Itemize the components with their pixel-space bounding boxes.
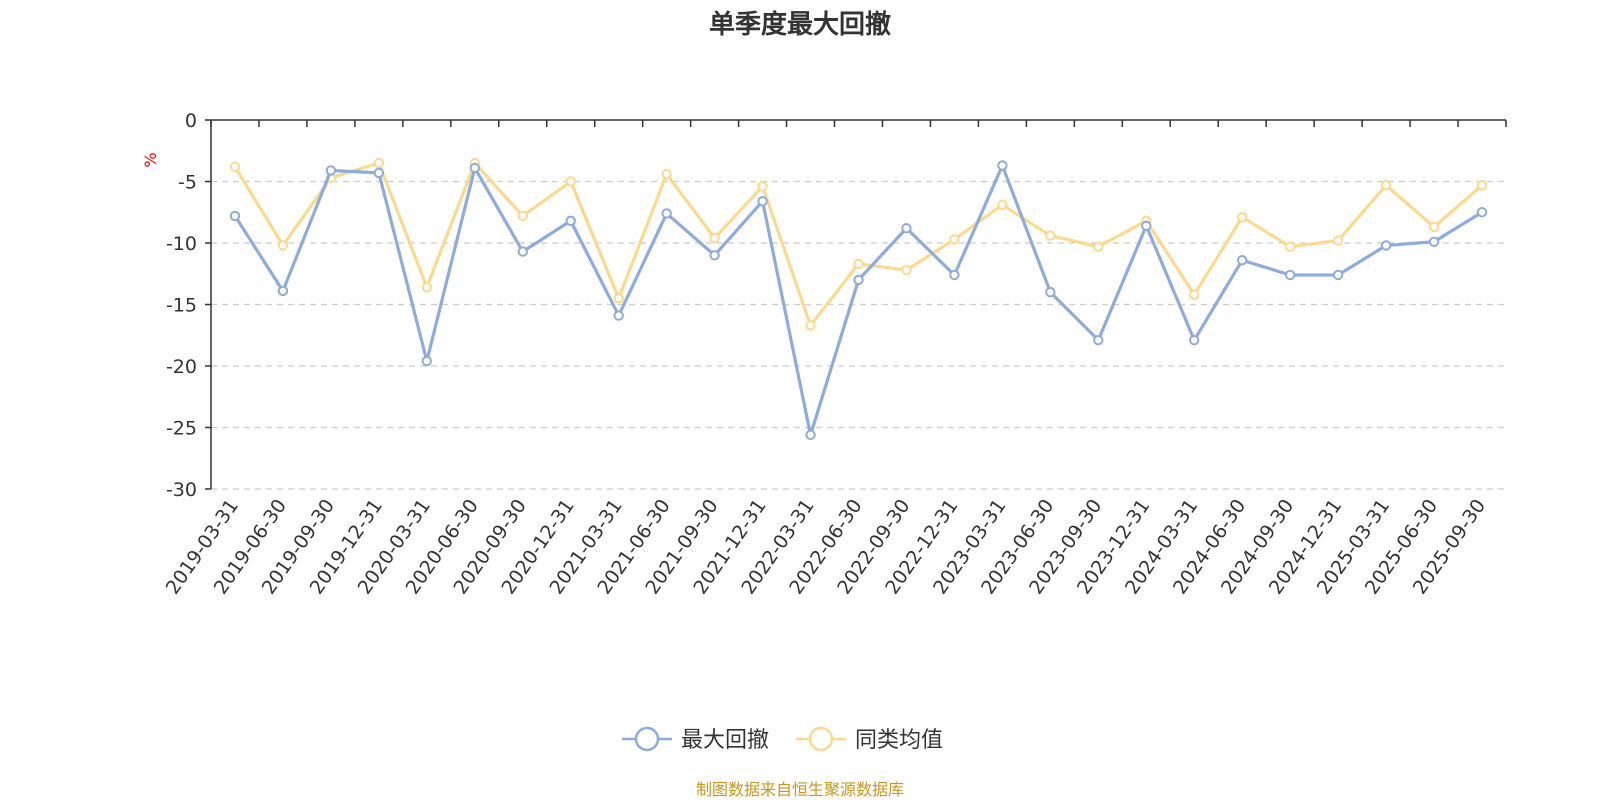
data-point[interactable]: [661, 168, 672, 180]
data-point[interactable]: [1045, 230, 1056, 241]
series-2: [229, 157, 1488, 331]
data-point[interactable]: [277, 240, 289, 251]
data-point[interactable]: [1189, 289, 1200, 300]
data-point[interactable]: [805, 320, 816, 331]
data-point[interactable]: [1093, 334, 1104, 346]
data-point[interactable]: [1380, 179, 1392, 191]
data-point[interactable]: [805, 429, 816, 441]
y-tick-label: -5: [178, 172, 197, 194]
series-line: [233, 163, 1483, 437]
y-axis-unit-label: %: [141, 152, 160, 167]
legend-circle-icon: [808, 726, 834, 752]
data-point[interactable]: [709, 250, 720, 261]
legend-circle-icon: [634, 726, 660, 752]
data-point[interactable]: [757, 195, 768, 207]
legend-item[interactable]: 最大回撤: [622, 726, 769, 753]
series-layer: [229, 157, 1488, 441]
y-tick-label: -15: [166, 295, 197, 317]
data-point[interactable]: [1476, 179, 1488, 191]
y-tick-label: -20: [166, 356, 197, 378]
data-point[interactable]: [901, 264, 912, 276]
data-point[interactable]: [1428, 236, 1440, 247]
data-point[interactable]: [1189, 334, 1200, 346]
y-tick-labels: 0 -5 -10 -15 -20 -25 -30: [166, 110, 197, 501]
y-tick-label: -10: [166, 233, 197, 255]
y-tick-label: -30: [166, 479, 197, 501]
data-point[interactable]: [613, 310, 624, 321]
data-point[interactable]: [1428, 221, 1440, 233]
chart-title: 单季度最大回撤: [708, 10, 891, 40]
data-point[interactable]: [229, 161, 241, 172]
y-tick-label: 0: [185, 110, 197, 132]
data-point[interactable]: [709, 232, 720, 244]
data-point[interactable]: [853, 274, 864, 286]
data-point[interactable]: [613, 293, 624, 304]
data-point[interactable]: [1237, 211, 1248, 223]
data-point[interactable]: [517, 210, 528, 222]
data-point[interactable]: [277, 285, 289, 297]
y-tick-label: -25: [166, 418, 197, 440]
legend-item[interactable]: 同类均值: [796, 726, 943, 753]
data-point[interactable]: [997, 199, 1008, 211]
source-note: 制图数据来自恒生聚源数据库: [695, 780, 904, 799]
data-point[interactable]: [1476, 207, 1488, 218]
data-point[interactable]: [1332, 235, 1344, 246]
data-point[interactable]: [949, 269, 960, 281]
data-point[interactable]: [565, 176, 576, 187]
data-point[interactable]: [373, 167, 385, 179]
line-chart: 0 -5 -10 -15 -20 -25 -30 2019-03-312019-06-302…: [141, 110, 1507, 753]
data-point[interactable]: [1045, 287, 1056, 298]
data-point[interactable]: [1093, 241, 1104, 252]
data-point[interactable]: [853, 258, 864, 270]
data-point[interactable]: [901, 223, 912, 234]
data-point[interactable]: [757, 181, 768, 192]
data-point[interactable]: [1237, 255, 1248, 266]
data-point[interactable]: [1332, 269, 1344, 281]
x-tick-labels: 2019-03-312019-06-302019-09-302019-12-31…: [162, 495, 1490, 598]
data-point[interactable]: [1141, 220, 1152, 231]
data-point[interactable]: [565, 215, 576, 227]
data-point[interactable]: [421, 355, 433, 367]
data-point[interactable]: [421, 282, 433, 293]
data-point[interactable]: [517, 246, 528, 257]
legend[interactable]: 最大回撤 同类均值: [622, 726, 943, 753]
legend-label: 同类均值: [855, 728, 943, 753]
axes: [205, 119, 1507, 490]
data-point[interactable]: [949, 234, 960, 245]
data-point[interactable]: [1284, 241, 1296, 252]
data-point[interactable]: [373, 157, 385, 169]
legend-label: 最大回撤: [681, 728, 769, 753]
data-point[interactable]: [325, 165, 337, 176]
data-point[interactable]: [1284, 269, 1296, 281]
data-point[interactable]: [469, 162, 480, 174]
data-point[interactable]: [661, 208, 672, 219]
data-point[interactable]: [997, 160, 1008, 171]
series-line: [233, 161, 1484, 328]
series-1: [229, 160, 1488, 441]
data-point[interactable]: [229, 210, 241, 222]
data-point[interactable]: [1380, 240, 1392, 251]
